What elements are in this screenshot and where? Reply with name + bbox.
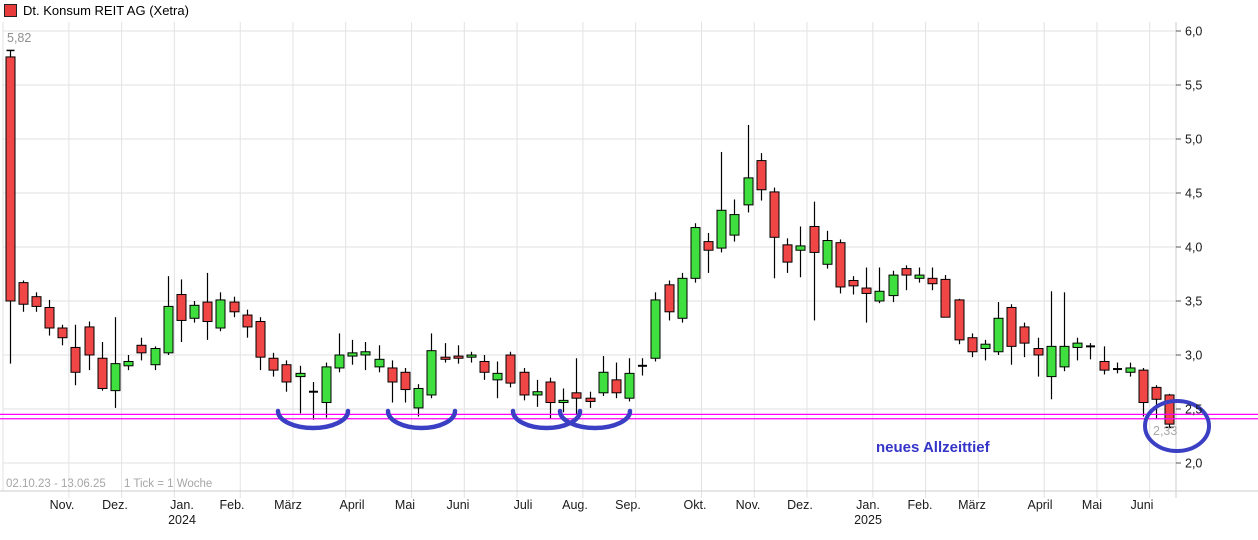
svg-text:Aug.: Aug. (562, 498, 588, 512)
svg-text:Mai: Mai (395, 498, 415, 512)
svg-text:Juni: Juni (447, 498, 470, 512)
svg-text:Dez.: Dez. (787, 498, 813, 512)
svg-text:Juli: Juli (514, 498, 533, 512)
all-time-low-label: neues Allzeittief (876, 439, 990, 456)
svg-text:Jan.: Jan. (170, 498, 194, 512)
svg-text:3,0: 3,0 (1185, 349, 1202, 363)
chart-title: Dt. Konsum REIT AG (Xetra) (23, 3, 189, 18)
svg-text:2025: 2025 (854, 513, 882, 527)
svg-text:2,0: 2,0 (1185, 457, 1202, 471)
svg-text:Feb.: Feb. (907, 498, 932, 512)
svg-text:April: April (339, 498, 364, 512)
svg-text:5,5: 5,5 (1185, 79, 1202, 93)
svg-text:Mai: Mai (1082, 498, 1102, 512)
svg-text:3,5: 3,5 (1185, 295, 1202, 309)
svg-text:Sep.: Sep. (615, 498, 641, 512)
tick-note-label: 1 Tick = 1 Woche (124, 478, 213, 490)
low-price-label: 2,33 (1153, 424, 1178, 438)
svg-text:April: April (1027, 498, 1052, 512)
svg-text:Dez.: Dez. (102, 498, 128, 512)
svg-text:5,0: 5,0 (1185, 133, 1202, 147)
svg-text:März: März (958, 498, 986, 512)
svg-text:2,5: 2,5 (1185, 403, 1202, 417)
svg-text:Nov.: Nov. (50, 498, 75, 512)
svg-text:4,5: 4,5 (1185, 187, 1202, 201)
svg-text:Jan.: Jan. (856, 498, 880, 512)
chart-header: Dt. Konsum REIT AG (Xetra) (4, 3, 189, 18)
svg-text:März: März (274, 498, 302, 512)
high-price-label: 5,82 (7, 31, 32, 45)
svg-text:Okt.: Okt. (684, 498, 707, 512)
svg-text:4,0: 4,0 (1185, 241, 1202, 255)
svg-text:Feb.: Feb. (219, 498, 244, 512)
stock-series-icon (4, 4, 17, 17)
svg-text:Nov.: Nov. (736, 498, 761, 512)
svg-text:6,0: 6,0 (1185, 25, 1202, 39)
svg-text:2024: 2024 (168, 513, 196, 527)
svg-text:Juni: Juni (1131, 498, 1154, 512)
date-range-label: 02.10.23 - 13.06.25 (6, 478, 106, 490)
